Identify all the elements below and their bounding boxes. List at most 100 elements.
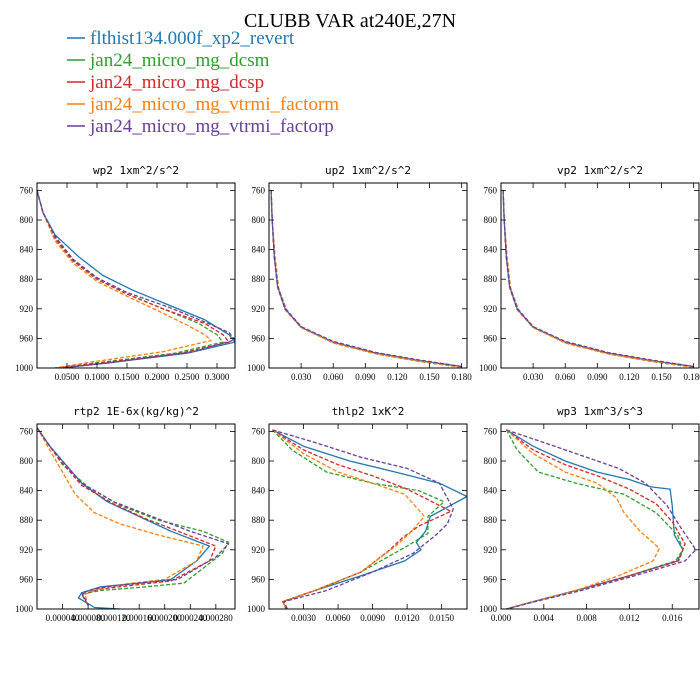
panel-frame-thlp2 <box>268 423 468 610</box>
x-tick-label-vp2-4: 0.150 <box>651 372 672 382</box>
series-line-up2-jan24-micro-mg-dcsp <box>270 190 462 368</box>
y-tick-label-vp2-920: 920 <box>484 304 498 314</box>
y-tick-label-vp2-760: 760 <box>484 185 498 195</box>
y-tick-label-wp3-840: 840 <box>484 486 498 496</box>
y-tick-label-wp3-880: 880 <box>484 515 498 525</box>
y-tick-label-wp2-960: 960 <box>20 333 34 343</box>
x-tick-label-thlp2-1: 0.0060 <box>326 613 351 623</box>
x-tick-label-rtp2-0: 0.000040 <box>46 613 80 623</box>
panel-frame-wp3 <box>500 423 700 610</box>
panel-title-wp2: wp2 1xm^2/s^2 <box>93 164 179 177</box>
legend-entry-jan24-micro-mg-vtrmi-factorm: jan24_micro_mg_vtrmi_factorm <box>89 94 339 115</box>
series-line-wp3-jan24-micro-mg-dcsp <box>506 429 686 609</box>
y-tick-label-wp2-920: 920 <box>20 304 34 314</box>
series-line-rtp2-jan24-micro-mg-dcsp <box>37 427 217 606</box>
panel-thlp2: thlp2 1xK^2 760 800 840 880 920 960 1000 0.0030 0… <box>247 405 468 623</box>
y-tick-label-vp2-800: 800 <box>484 215 498 225</box>
series-group-up2 <box>270 190 462 368</box>
series-line-rtp2-jan24-micro-mg-dcsm <box>37 427 230 606</box>
y-tick-label-thlp2-880: 880 <box>252 515 266 525</box>
y-tick-label-wp3-760: 760 <box>484 426 498 436</box>
series-line-rtp2-jan24-micro-mg-vtrmi-factorm <box>37 427 204 606</box>
x-tick-label-up2-5: 0.180 <box>452 372 473 382</box>
x-tick-label-thlp2-3: 0.0120 <box>395 613 420 623</box>
series-line-rtp2-flthist134-000f-xp2-revert <box>37 427 211 609</box>
series-line-up2-jan24-micro-mg-vtrmi-factorm <box>270 190 462 368</box>
legend-entry-jan24-micro-mg-dcsp: jan24_micro_mg_dcsp <box>89 72 264 93</box>
series-line-thlp2-jan24-micro-mg-dcsm <box>272 429 445 609</box>
x-tick-label-rtp2-1: 0.000080 <box>71 613 105 623</box>
legend: flthist134.000f_xp2_revertjan24_micro_mg… <box>67 28 339 137</box>
series-line-up2-jan24-micro-mg-vtrmi-factorp <box>270 190 462 368</box>
x-tick-label-vp2-0: 0.030 <box>523 372 544 382</box>
y-tick-label-up2-840: 840 <box>252 245 266 255</box>
panel-rtp2: rtp2 1E-6x(kg/kg)^2 760 800 840 880 920 960 100… <box>15 405 236 623</box>
series-group-rtp2 <box>37 427 230 609</box>
series-group-thlp2 <box>272 429 467 609</box>
x-tick-label-up2-3: 0.120 <box>387 372 408 382</box>
x-tick-label-thlp2-4: 0.0150 <box>429 613 454 623</box>
x-tick-label-wp3-3: 0.012 <box>619 613 639 623</box>
y-tick-label-vp2-1000: 1000 <box>479 363 498 373</box>
x-tick-label-vp2-3: 0.120 <box>619 372 640 382</box>
series-line-rtp2-jan24-micro-mg-vtrmi-factorp <box>37 427 230 606</box>
y-tick-label-thlp2-1000: 1000 <box>247 604 266 614</box>
y-tick-label-rtp2-1000: 1000 <box>15 604 34 614</box>
y-tick-label-thlp2-760: 760 <box>252 426 266 436</box>
series-line-thlp2-flthist134-000f-xp2-revert <box>272 429 467 609</box>
x-tick-label-wp3-0: 0.000 <box>491 613 512 623</box>
y-tick-label-rtp2-960: 960 <box>20 574 34 584</box>
panel-frame-wp2 <box>36 182 236 369</box>
legend-entry-jan24-micro-mg-dcsm: jan24_micro_mg_dcsm <box>89 50 270 71</box>
series-line-thlp2-jan24-micro-mg-vtrmi-factorp <box>272 429 454 609</box>
legend-entry-jan24-micro-mg-vtrmi-factorp: jan24_micro_mg_vtrmi_factorp <box>89 116 334 137</box>
y-tick-label-wp3-920: 920 <box>484 545 498 555</box>
y-tick-label-thlp2-960: 960 <box>252 574 266 584</box>
series-line-vp2-jan24-micro-mg-vtrmi-factorm <box>502 190 694 368</box>
series-line-thlp2-jan24-micro-mg-dcsp <box>272 429 452 609</box>
series-line-wp2-jan24-micro-mg-vtrmi-factorm <box>37 190 212 368</box>
x-tick-label-rtp2-6: 0.000280 <box>199 613 233 623</box>
x-tick-label-vp2-5: 0.180 <box>684 372 700 382</box>
panel-title-thlp2: thlp2 1xK^2 <box>332 405 405 418</box>
panel-wp3: wp3 1xm^3/s^3 760 800 840 880 920 960 10000.000… <box>479 405 700 623</box>
series-line-wp2-jan24-micro-mg-dcsm <box>37 190 224 368</box>
series-line-wp3-jan24-micro-mg-dcsm <box>505 429 684 609</box>
series-group-vp2 <box>502 190 694 368</box>
panels-grid: wp2 1xm^2/s^2 760 800 840 880 920 960 1000 0.050… <box>15 164 700 623</box>
x-tick-label-up2-1: 0.060 <box>323 372 344 382</box>
x-tick-label-vp2-2: 0.090 <box>587 372 608 382</box>
y-tick-label-vp2-880: 880 <box>484 274 498 284</box>
y-tick-label-wp3-1000: 1000 <box>479 604 498 614</box>
panel-frame-up2 <box>268 182 468 369</box>
series-line-up2-flthist134-000f-xp2-revert <box>270 190 462 368</box>
x-tick-label-wp2-0: 0.0500 <box>55 372 80 382</box>
figure-title: CLUBB VAR at240E,27N <box>244 10 456 32</box>
y-tick-label-wp3-800: 800 <box>484 456 498 466</box>
series-line-wp3-jan24-micro-mg-vtrmi-factorp <box>506 429 697 609</box>
series-group-wp3 <box>505 429 697 609</box>
panel-title-vp2: vp2 1xm^2/s^2 <box>557 164 643 177</box>
y-tick-label-up2-800: 800 <box>252 215 266 225</box>
series-group-wp2 <box>37 190 235 368</box>
x-tick-label-rtp2-5: 0.000240 <box>173 613 207 623</box>
y-tick-label-wp2-840: 840 <box>20 245 34 255</box>
panel-frame-vp2 <box>500 182 700 369</box>
panel-title-wp3: wp3 1xm^3/s^3 <box>557 405 643 418</box>
y-tick-label-up2-920: 920 <box>252 304 266 314</box>
series-line-wp3-flthist134-000f-xp2-revert <box>506 429 684 609</box>
y-tick-label-rtp2-920: 920 <box>20 545 34 555</box>
series-line-up2-jan24-micro-mg-dcsm <box>270 190 462 368</box>
y-tick-label-thlp2-920: 920 <box>252 545 266 555</box>
x-tick-label-up2-0: 0.030 <box>291 372 312 382</box>
y-tick-label-wp2-1000: 1000 <box>15 363 34 373</box>
x-tick-label-wp2-5: 0.3000 <box>205 372 230 382</box>
series-line-wp2-flthist134-000f-xp2-revert <box>37 190 235 368</box>
y-tick-label-up2-760: 760 <box>252 185 266 195</box>
y-tick-label-wp2-760: 760 <box>20 185 34 195</box>
x-tick-label-wp3-4: 0.016 <box>662 613 683 623</box>
x-tick-label-thlp2-2: 0.0090 <box>360 613 385 623</box>
x-tick-label-up2-4: 0.150 <box>419 372 440 382</box>
y-tick-label-vp2-960: 960 <box>484 333 498 343</box>
x-tick-label-wp2-1: 0.1000 <box>85 372 110 382</box>
